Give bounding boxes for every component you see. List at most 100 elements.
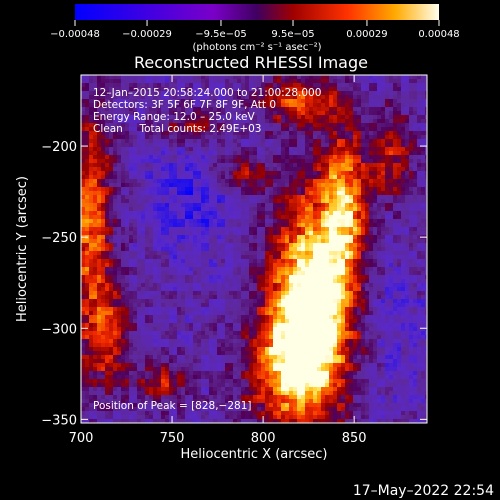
heatmap-cell — [113, 87, 117, 91]
heatmap-cell — [305, 419, 309, 423]
heatmap-cell — [213, 139, 217, 143]
heatmap-cell — [161, 319, 165, 323]
heatmap-cell — [297, 395, 301, 399]
heatmap-cell — [93, 187, 97, 191]
heatmap-cell — [289, 183, 293, 187]
heatmap-cell — [233, 99, 237, 103]
heatmap-cell — [145, 111, 149, 115]
heatmap-cell — [121, 271, 125, 275]
heatmap-cell — [193, 127, 197, 131]
heatmap-cell — [289, 87, 293, 91]
heatmap-cell — [93, 363, 97, 367]
heatmap-cell — [297, 311, 301, 315]
heatmap-cell — [249, 279, 253, 283]
heatmap-cell — [297, 179, 301, 183]
heatmap-cell — [225, 279, 229, 283]
heatmap-cell — [277, 275, 281, 279]
heatmap-cell — [293, 319, 297, 323]
heatmap-cell — [221, 91, 225, 95]
heatmap-cell — [89, 387, 93, 391]
heatmap-cell — [153, 251, 157, 255]
heatmap-cell — [241, 107, 245, 111]
heatmap-cell — [121, 215, 125, 219]
heatmap-cell — [189, 247, 193, 251]
heatmap-cell — [265, 335, 269, 339]
heatmap-cell — [177, 263, 181, 267]
heatmap-cell — [117, 303, 121, 307]
heatmap-cell — [241, 407, 245, 411]
heatmap-cell — [261, 195, 265, 199]
heatmap-cell — [245, 235, 249, 239]
heatmap-cell — [213, 167, 217, 171]
heatmap-cell — [157, 403, 161, 407]
heatmap-cell — [237, 239, 241, 243]
heatmap-cell — [269, 319, 273, 323]
heatmap-cell — [161, 295, 165, 299]
heatmap-cell — [185, 351, 189, 355]
heatmap-cell — [221, 283, 225, 287]
heatmap-cell — [153, 123, 157, 127]
heatmap-cell — [165, 403, 169, 407]
heatmap-cell — [273, 195, 277, 199]
heatmap-cell — [241, 367, 245, 371]
heatmap-cell — [277, 399, 281, 403]
heatmap-cell — [209, 355, 213, 359]
heatmap-cell — [273, 363, 277, 367]
heatmap-cell — [241, 79, 245, 83]
heatmap-cell — [109, 315, 113, 319]
heatmap-cell — [189, 223, 193, 227]
heatmap-cell — [89, 143, 93, 147]
heatmap-cell — [277, 419, 281, 423]
heatmap-cell — [209, 375, 213, 379]
heatmap-cell — [197, 199, 201, 203]
heatmap-cell — [253, 343, 257, 347]
heatmap-cell — [265, 355, 269, 359]
heatmap-cell — [141, 159, 145, 163]
heatmap-cell — [241, 287, 245, 291]
heatmap-cell — [189, 387, 193, 391]
heatmap-cell — [165, 219, 169, 223]
heatmap-cell — [173, 327, 177, 331]
heatmap-cell — [257, 199, 261, 203]
heatmap-cell — [85, 135, 89, 139]
heatmap-cell — [253, 139, 257, 143]
heatmap-cell — [153, 163, 157, 167]
heatmap-cell — [281, 299, 285, 303]
heatmap-cell — [165, 287, 169, 291]
heatmap-cell — [269, 391, 273, 395]
heatmap-cell — [161, 303, 165, 307]
heatmap-cell — [189, 319, 193, 323]
heatmap-cell — [285, 351, 289, 355]
heatmap-cell — [189, 299, 193, 303]
heatmap-cell — [141, 203, 145, 207]
heatmap-cell — [181, 327, 185, 331]
heatmap-cell — [265, 79, 269, 83]
heatmap-cell — [229, 243, 233, 247]
heatmap-cell — [149, 103, 153, 107]
heatmap-cell — [129, 207, 133, 211]
heatmap-cell — [105, 159, 109, 163]
heatmap-cell — [85, 243, 89, 247]
heatmap-cell — [161, 159, 165, 163]
heatmap-cell — [301, 247, 305, 251]
heatmap-cell — [281, 207, 285, 211]
heatmap-cell — [221, 115, 225, 119]
heatmap-cell — [185, 159, 189, 163]
heatmap-cell — [221, 267, 225, 271]
heatmap-cell — [85, 399, 89, 403]
heatmap-cell — [229, 223, 233, 227]
heatmap-cell — [193, 347, 197, 351]
heatmap-cell — [117, 391, 121, 395]
heatmap-cell — [253, 311, 257, 315]
heatmap-cell — [309, 147, 313, 151]
heatmap-cell — [277, 163, 281, 167]
heatmap-cell — [233, 227, 237, 231]
heatmap-cell — [101, 107, 105, 111]
heatmap-cell — [265, 123, 269, 127]
heatmap-cell — [157, 163, 161, 167]
heatmap-cell — [197, 143, 201, 147]
heatmap-cell — [141, 87, 145, 91]
heatmap-cell — [293, 103, 297, 107]
heatmap-cell — [293, 215, 297, 219]
heatmap-cell — [89, 107, 93, 111]
